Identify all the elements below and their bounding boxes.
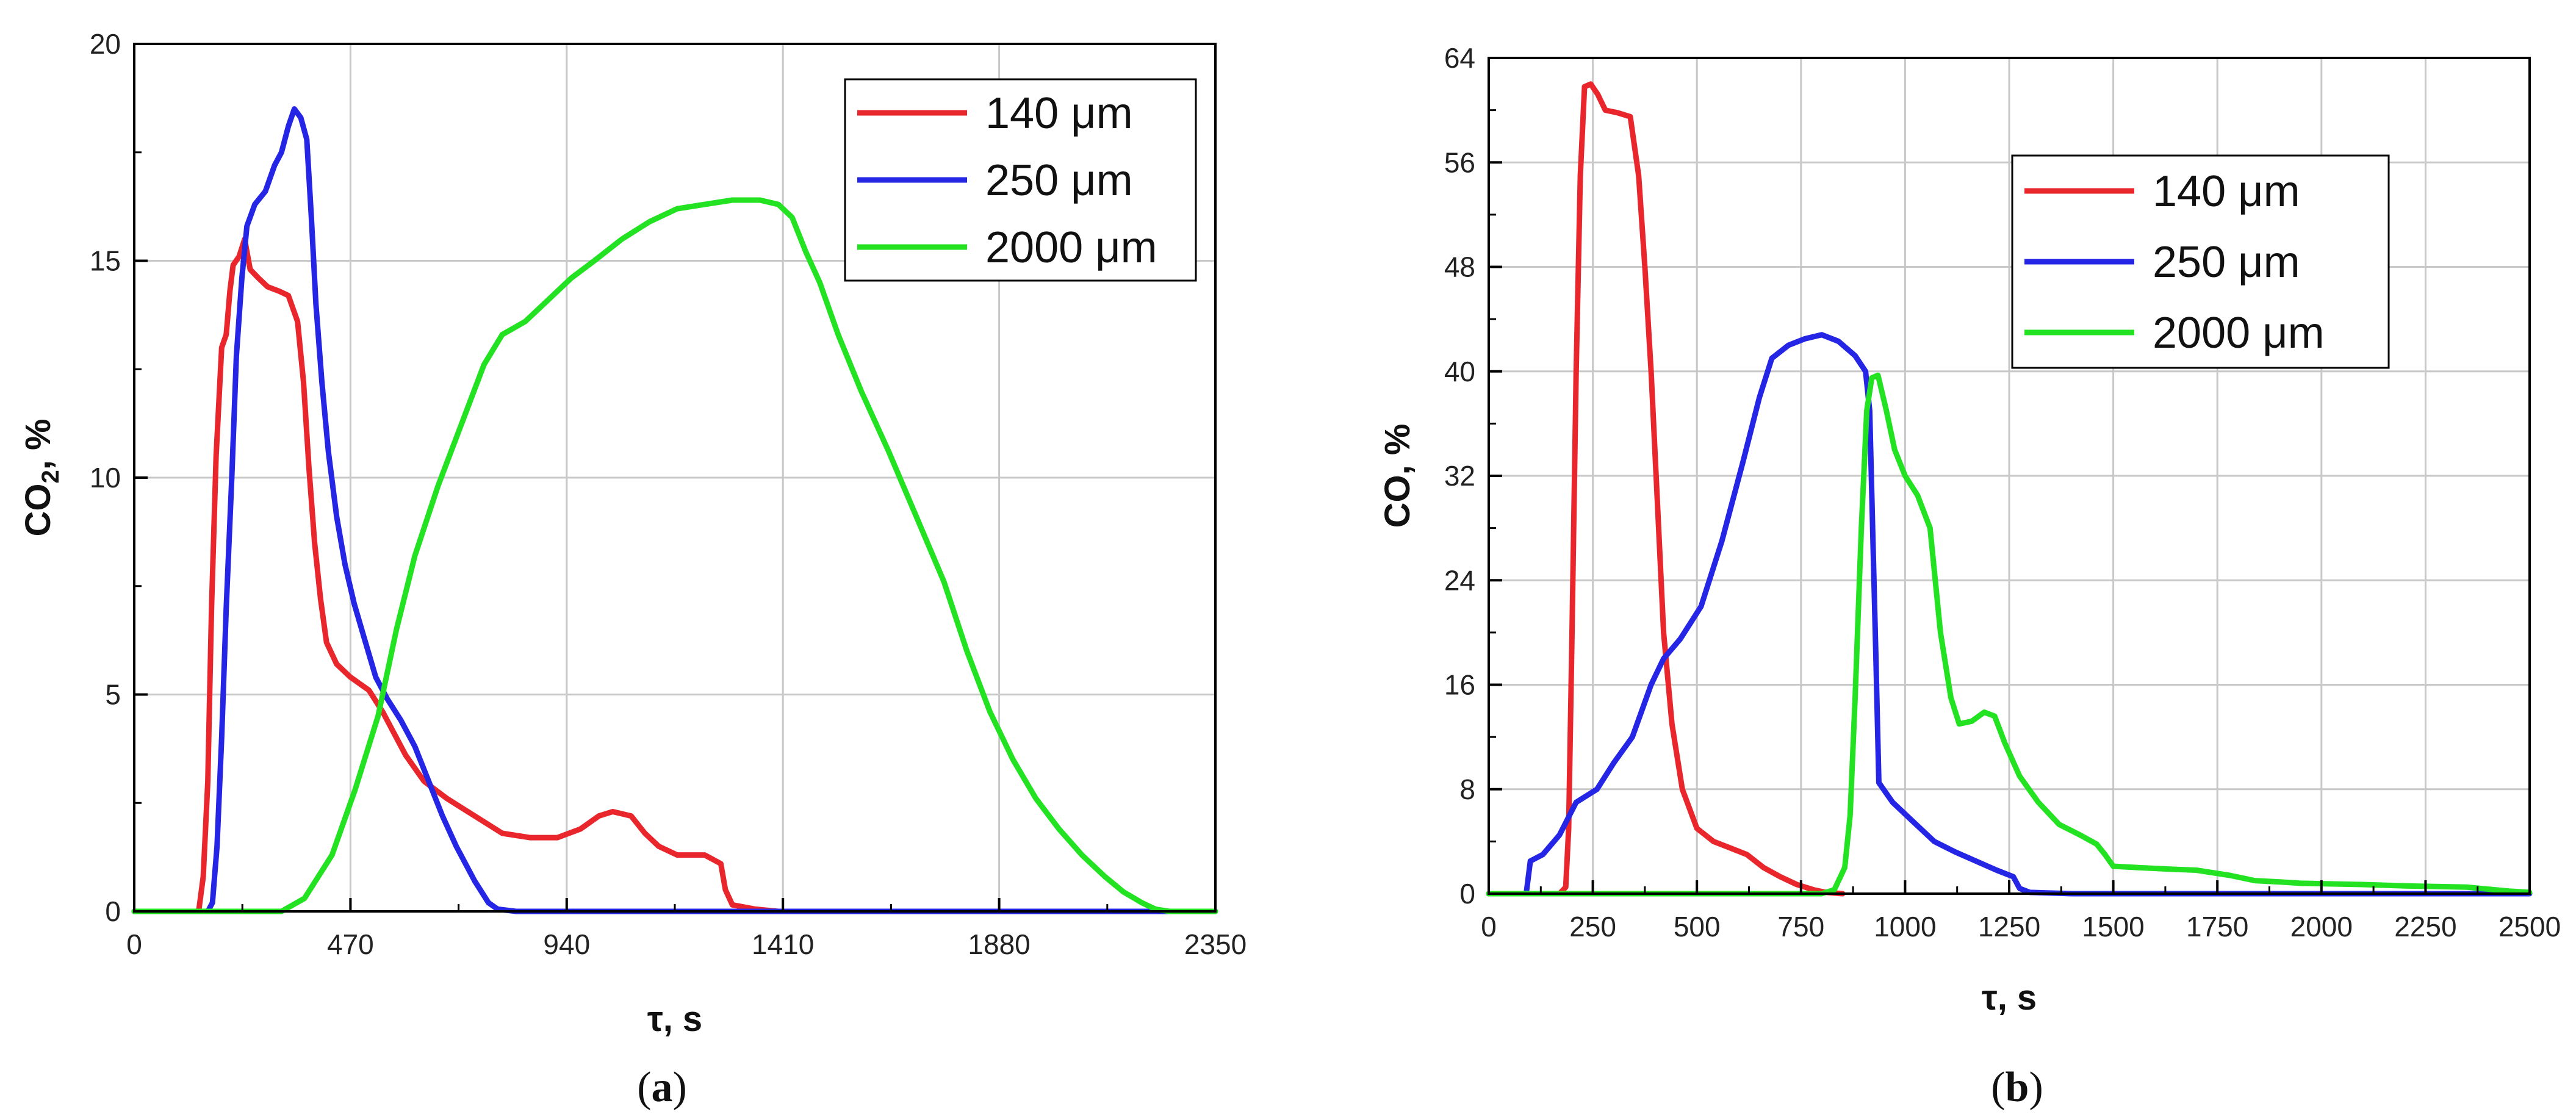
panel-b-y-axis-title: CO, %	[1378, 424, 1417, 528]
panel-a-x-axis-title: τ, s	[647, 999, 702, 1039]
panel-b-y-tick-label: 24	[1444, 564, 1475, 596]
panel-b-ticks: 0 250 500 750 1000 1250 1500 1750 2000 2250 2500 0 8…	[1444, 42, 2561, 942]
figure-captions: (a) (b)	[637, 1064, 2043, 1111]
panel-b-y-tick-label: 48	[1444, 251, 1475, 283]
panel-b-x-tick-label: 1000	[1874, 911, 1936, 942]
caption-open-paren: (	[1991, 1064, 2005, 1111]
panel-b-legend: 140 μm 250 μm 2000 μm	[2011, 154, 2390, 369]
panel-b-y-tick-label: 16	[1444, 669, 1475, 701]
panel-a-series-line-1	[131, 106, 1218, 914]
panel-b-x-tick-label: 500	[1674, 911, 1721, 942]
panel-a-x-tick-label: 940	[543, 928, 590, 960]
panel-a-ticks: 0 470 940 1410 1880 2350 0 5 10 15 20	[90, 28, 1247, 960]
panel-b-y-axis-title-main: CO	[1378, 475, 1417, 528]
panel-a-y-tick-label: 10	[90, 462, 121, 494]
panel-b-y-tick-label: 8	[1459, 774, 1475, 805]
panel-b-y-tick-label: 56	[1444, 146, 1475, 178]
panel-a-x-tick-label: 1410	[752, 928, 814, 960]
panel-a-x-tick-label: 470	[327, 928, 374, 960]
panel-a-y-tick-label: 0	[105, 896, 121, 927]
panel-b-y-tick-label: 0	[1459, 878, 1475, 910]
panel-b-x-tick-label: 1500	[2082, 911, 2144, 942]
panel-a-x-tick-label: 1880	[968, 928, 1030, 960]
panel-a-x-tick-label: 0	[126, 928, 142, 960]
panel-b-y-axis-title-tail: , %	[1378, 424, 1417, 475]
panel-b-x-tick-label: 250	[1569, 911, 1616, 942]
panel-b-y-tick-label: 40	[1444, 356, 1475, 387]
panel-b-x-tick-label: 1750	[2186, 911, 2248, 942]
caption-close-paren: )	[673, 1064, 687, 1111]
caption-panel-a: (a)	[637, 1064, 687, 1111]
panel-b-x-tick-label: 0	[1481, 911, 1497, 942]
panel-b-x-tick-label: 750	[1777, 911, 1824, 942]
caption-letter: a	[652, 1064, 673, 1111]
panel-b-y-tick-label: 32	[1444, 460, 1475, 492]
panel-a-legend-label-2: 2000 μm	[985, 223, 1157, 272]
panel-b-x-axis-title: τ, s	[1982, 978, 2037, 1018]
panel-a-y-tick-label: 15	[90, 245, 121, 277]
panel-a-legend: 140 μm 250 μm 2000 μm	[844, 78, 1197, 282]
caption-close-paren: )	[2029, 1064, 2043, 1111]
panel-b-legend-label-0: 140 μm	[2153, 167, 2300, 216]
panel-a-y-axis-title-main: CO	[18, 484, 58, 537]
panel-a-legend-label-1: 250 μm	[985, 156, 1133, 205]
panel-b-x-tick-label: 2250	[2394, 911, 2456, 942]
panel-a-series-group	[131, 106, 1218, 914]
chart-panel-a: 0 470 940 1410 1880 2350 0 5 10 15 20 τ, s CO2, % 140…	[18, 28, 1247, 1039]
caption-letter: b	[2006, 1064, 2029, 1111]
panel-b-legend-label-1: 250 μm	[2153, 238, 2300, 287]
panel-b-y-tick-label: 64	[1444, 42, 1475, 74]
caption-open-paren: (	[637, 1064, 651, 1111]
panel-b-series-line-1	[1486, 332, 2533, 897]
panel-a-series-line-0	[131, 236, 782, 914]
panel-b-x-tick-label: 2000	[2290, 911, 2353, 942]
panel-a-y-axis-title-sub: 2	[37, 470, 64, 483]
panel-b-x-tick-label: 1250	[1978, 911, 2040, 942]
panel-a-x-tick-label: 2350	[1184, 928, 1247, 960]
panel-b-series-line-2	[1486, 372, 2533, 897]
panel-a-y-axis-title: CO2, %	[18, 418, 64, 536]
panel-a-legend-label-0: 140 μm	[985, 89, 1133, 138]
panel-a-series-line-2	[131, 197, 1218, 914]
caption-panel-b: (b)	[1991, 1064, 2043, 1111]
panel-b-x-tick-label: 2500	[2499, 911, 2561, 942]
panel-b-series-group	[1486, 81, 2533, 897]
chart-panel-b: 0 250 500 750 1000 1250 1500 1750 2000 2250 2500 0 8…	[1378, 42, 2561, 1018]
panel-a-y-tick-label: 20	[90, 28, 121, 60]
panel-b-legend-label-2: 2000 μm	[2153, 309, 2325, 357]
panel-a-y-tick-label: 5	[105, 679, 121, 711]
panel-a-y-axis-title-tail: , %	[18, 418, 58, 470]
panel-b-series-line-0	[1486, 81, 1846, 897]
